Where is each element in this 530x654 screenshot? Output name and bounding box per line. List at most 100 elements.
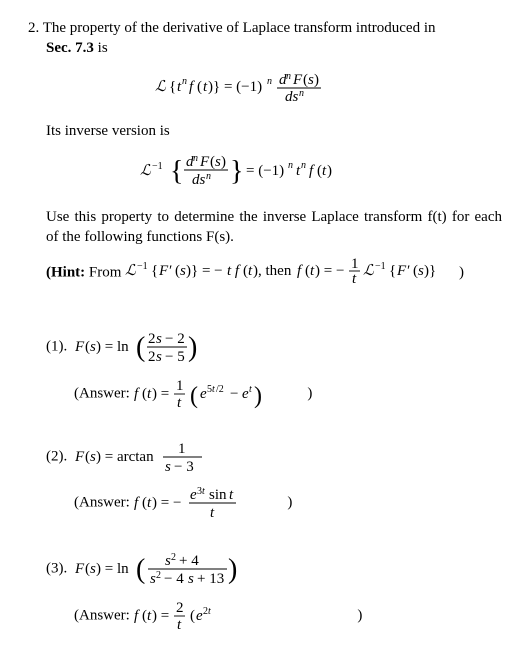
svg-text:t: t	[210, 505, 215, 521]
svg-text:e: e	[242, 386, 249, 402]
page-root: 2. The property of the derivative of Lap…	[0, 0, 530, 654]
svg-text:e: e	[200, 386, 207, 402]
svg-text:}: }	[230, 156, 243, 187]
svg-text:): )	[188, 332, 197, 363]
svg-text:F′: F′	[396, 263, 410, 279]
ans3-prefix: (Answer:	[74, 607, 134, 623]
svg-text:1: 1	[351, 256, 359, 272]
svg-text:1: 1	[178, 441, 186, 457]
equation-inverse: ℒ −1 { dnF(s) dsn } = (−1)n tn f(t)	[28, 149, 502, 193]
svg-text:ℒ: ℒ	[155, 79, 167, 95]
svg-text:) = ln: ) = ln	[96, 561, 129, 577]
svg-text:n: n	[288, 160, 293, 171]
ans2-suffix: )	[284, 494, 293, 510]
hint-close: )	[455, 265, 464, 281]
svg-text:) = ln: ) = ln	[96, 339, 129, 355]
hint-body: From	[85, 265, 125, 281]
svg-text:/2: /2	[216, 384, 224, 395]
svg-text:): )	[254, 383, 262, 409]
intro-line2-bold: Sec. 7.3	[46, 40, 94, 56]
item-3: (3). F(s) = ln ( s2+ 4 s2− 4s+ 13 )	[46, 548, 502, 590]
svg-text:e: e	[196, 608, 203, 624]
svg-text:(: (	[136, 554, 145, 585]
ans3-suffix: )	[354, 607, 363, 623]
svg-text:): )	[314, 72, 319, 88]
svg-text:ℒ: ℒ	[140, 163, 152, 179]
item-1-answer: (Answer: f(t) = 1 t ( e5t/2 − et ) )	[74, 376, 502, 412]
svg-text:t f: t f	[227, 263, 241, 279]
svg-text:t: t	[249, 384, 252, 395]
svg-text:+ 4: + 4	[179, 553, 199, 569]
svg-text:n: n	[193, 153, 198, 164]
ans1-math: f(t) = 1 t ( e5t/2 − et )	[134, 376, 304, 412]
ans1-prefix: (Answer:	[74, 385, 134, 401]
inverse-intro: Its inverse version is	[46, 121, 502, 141]
svg-text:2: 2	[148, 331, 156, 347]
svg-text:) = −: ) = −	[152, 495, 181, 511]
svg-text:{: {	[389, 263, 396, 279]
svg-text:−1: −1	[375, 261, 386, 272]
svg-text:F′: F′	[158, 263, 172, 279]
svg-text:s: s	[156, 349, 162, 365]
svg-text:f: f	[134, 495, 140, 511]
svg-text:f: f	[309, 163, 315, 179]
svg-text:ds: ds	[285, 89, 299, 105]
item-3-label: (3).	[46, 560, 67, 576]
hint-math: ℒ−1 {F′(s)} = −t f(t), then f(t) = − 1 t…	[125, 255, 455, 291]
problem-number: 2.	[28, 20, 39, 36]
svg-text:{: {	[169, 79, 176, 95]
svg-text:F: F	[75, 561, 85, 577]
ans3-math: f(t) = 2 t (e2t cos 3t − cos 2t)	[134, 598, 354, 634]
item-3-answer: (Answer: f(t) = 2 t (e2t cos 3t − cos 2t…	[74, 598, 502, 634]
svg-text:n: n	[286, 71, 291, 82]
svg-text:− 3: − 3	[174, 459, 194, 475]
svg-text:) = −: ) = −	[315, 263, 344, 279]
svg-text:) =: ) =	[152, 386, 169, 402]
svg-text:(: (	[190, 383, 198, 409]
item-2-answer: (Answer: f(t) = − e3t sint t )	[74, 484, 502, 522]
svg-text:t: t	[352, 271, 357, 285]
svg-text:) = arctan: ) = arctan	[96, 449, 154, 465]
item-2-label: (2).	[46, 448, 67, 464]
svg-text:) =: ) =	[152, 608, 169, 624]
svg-text:t cos 3t − cos: t cos 3t − cos 2t)	[208, 606, 211, 617]
item-1-math: F(s) = ln ( 2s− 2 2s− 5 )	[75, 326, 225, 368]
svg-text:f: f	[189, 79, 195, 95]
svg-text:s: s	[165, 459, 171, 475]
svg-text:ℒ: ℒ	[125, 263, 137, 279]
svg-text:F: F	[75, 339, 85, 355]
ans2-prefix: (Answer:	[74, 494, 134, 510]
svg-text:(: (	[197, 79, 202, 95]
svg-text:−1: −1	[152, 161, 163, 172]
item-2: (2). F(s) = arctan 1 s− 3	[46, 438, 502, 476]
svg-text:f: f	[134, 386, 140, 402]
svg-text:t: t	[202, 486, 205, 497]
svg-text:)} = (−1): )} = (−1)	[208, 79, 262, 95]
svg-text:1: 1	[176, 378, 184, 394]
svg-text:2: 2	[148, 349, 156, 365]
ans1-suffix: )	[304, 385, 313, 401]
svg-text:−1: −1	[137, 261, 148, 272]
svg-text:): )	[221, 154, 226, 170]
svg-text:{: {	[170, 156, 183, 187]
svg-text:(: (	[190, 608, 195, 624]
problem-intro: 2. The property of the derivative of Lap…	[28, 18, 502, 59]
intro-line1: The property of the derivative of Laplac…	[43, 20, 436, 36]
svg-text:2: 2	[176, 600, 184, 616]
intro-line2-rest: is	[94, 40, 108, 56]
svg-text:t: t	[212, 384, 215, 395]
svg-text:(: (	[136, 332, 145, 363]
svg-text:)}: )}	[424, 263, 436, 279]
svg-text:s: s	[156, 331, 162, 347]
svg-text:ℒ: ℒ	[363, 263, 375, 279]
svg-text:ds: ds	[192, 172, 206, 188]
item-1-label: (1).	[46, 338, 67, 354]
svg-text:t: t	[229, 487, 234, 503]
item-2-math: F(s) = arctan 1 s− 3	[75, 438, 245, 476]
svg-text:− 2: − 2	[165, 331, 185, 347]
svg-text:F: F	[199, 154, 210, 170]
hint-line: (Hint: From ℒ−1 {F′(s)} = −t f(t), then …	[46, 255, 502, 291]
svg-text:): )	[228, 554, 237, 585]
svg-text:F: F	[75, 449, 85, 465]
item-3-math: F(s) = ln ( s2+ 4 s2− 4s+ 13 )	[75, 548, 275, 590]
